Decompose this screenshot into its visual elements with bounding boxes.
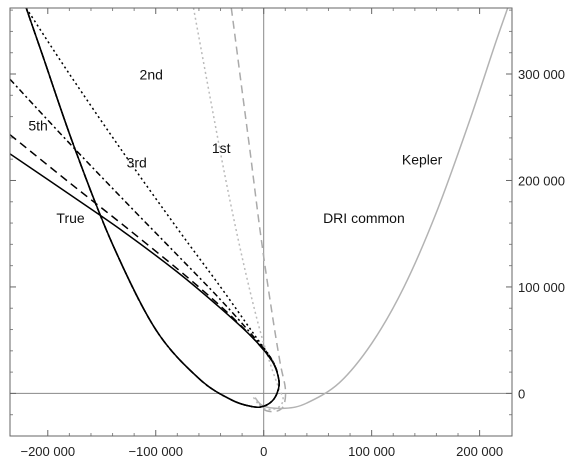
y-tick-label: 200 000 [518, 173, 565, 188]
series-dri-common [230, 8, 287, 413]
x-tick-label: 0 [260, 444, 267, 459]
x-tick-label: 200 000 [456, 444, 503, 459]
series-1st [192, 8, 284, 411]
x-tick-label: 100 000 [348, 444, 395, 459]
series-layer [10, 8, 509, 413]
label-layer: 2nd 5th 3rd 1st Kepler True DRI common [28, 66, 442, 226]
curve-label-dri-common: DRI common [323, 210, 405, 226]
x-tick-label: −200 000 [20, 444, 75, 459]
curve-label-2nd: 2nd [140, 66, 163, 82]
x-tick-label: −100 000 [128, 444, 183, 459]
plot-frame [9, 7, 513, 437]
y-tick-label: 100 000 [518, 280, 565, 295]
curve-label-kepler: Kepler [402, 152, 443, 168]
curve-label-5th: 5th [28, 117, 47, 133]
series-kepler [254, 8, 509, 410]
curve-label-3rd: 3rd [127, 155, 147, 171]
curve-label-1st: 1st [212, 140, 231, 156]
axes-layer: −200 000 −100 000 0 100 000 200 000 0 100 000 2… [10, 8, 565, 459]
y-tick-label: 0 [518, 386, 525, 401]
curve-label-true: True [56, 210, 84, 226]
y-tick-label: 300 000 [518, 67, 565, 82]
